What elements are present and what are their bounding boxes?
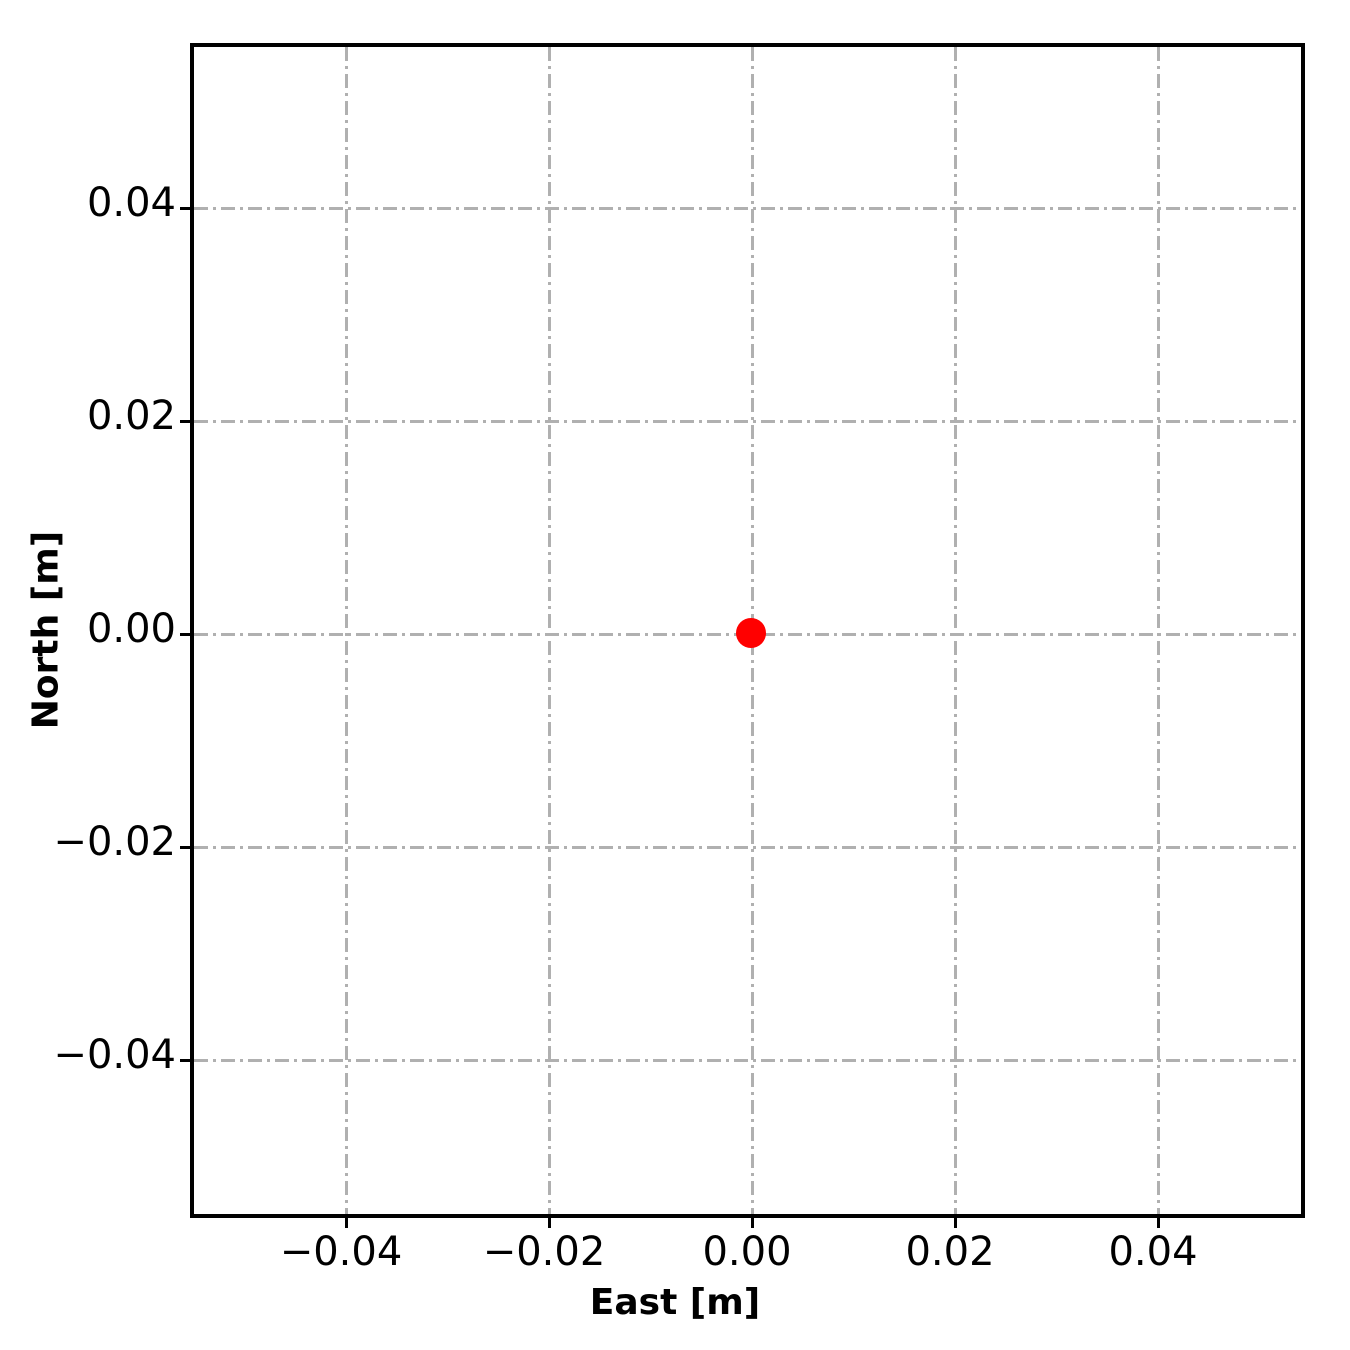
gridline-horizontal (194, 420, 1301, 423)
gridline-horizontal (194, 207, 1301, 210)
gridline-horizontal (194, 1059, 1301, 1062)
x-tick-label: 0.02 (905, 1229, 995, 1275)
x-tick-label: 0.00 (702, 1229, 792, 1275)
y-axis-tick (180, 846, 194, 849)
gridline-horizontal (194, 846, 1301, 849)
x-axis-tick (751, 1214, 754, 1228)
y-axis-tick (180, 207, 194, 210)
x-tick-label: 0.04 (1108, 1229, 1198, 1275)
gridline-vertical (954, 47, 957, 1214)
y-axis-tick (180, 1059, 194, 1062)
x-tick-label: −0.02 (482, 1229, 606, 1275)
x-axis-label: East [m] (589, 1282, 761, 1323)
gridline-vertical (345, 47, 348, 1214)
y-tick-label: 0.00 (86, 606, 176, 652)
x-axis-tick (954, 1214, 957, 1228)
y-axis-label-wrapper: North [m] (26, 531, 67, 729)
y-axis-label: North [m] (25, 530, 67, 730)
y-tick-label: 0.02 (86, 393, 176, 439)
y-tick-label: −0.04 (53, 1032, 176, 1078)
gridline-vertical (1157, 47, 1160, 1214)
y-axis-tick (180, 633, 194, 636)
gridline-vertical (548, 47, 551, 1214)
y-tick-label: −0.02 (53, 819, 176, 865)
x-axis-tick (1157, 1214, 1160, 1228)
x-axis-tick (548, 1214, 551, 1228)
y-axis-tick (180, 420, 194, 423)
x-axis-tick (345, 1214, 348, 1228)
y-tick-label: 0.04 (86, 180, 176, 226)
x-tick-label: −0.04 (279, 1229, 403, 1275)
data-point-marker[interactable] (736, 618, 766, 648)
plot-axes-frame (180, 43, 1305, 1228)
